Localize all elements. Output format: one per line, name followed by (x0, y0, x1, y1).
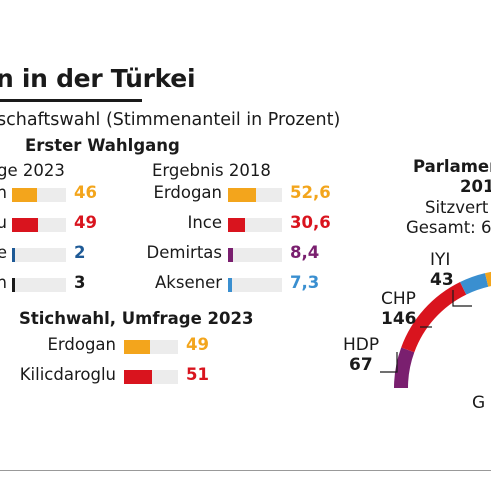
seat-label-iyi: IYI (430, 250, 451, 270)
bar-label: n (0, 183, 7, 202)
bar-value-label: 49 (186, 335, 209, 354)
bar-label: Erdogan (153, 183, 222, 202)
bar-value-label: 49 (74, 213, 97, 232)
bar-track (124, 370, 178, 384)
bar (228, 278, 232, 292)
bar-label: Kilicdaroglu (19, 365, 116, 384)
seat-segment-hdp (394, 347, 415, 388)
bar-value-label: 7,3 (290, 273, 320, 292)
bar-value-label: 2 (74, 243, 86, 262)
chart-title: n in der Türkei (0, 64, 196, 93)
total-seats-label: Gesamt: 6 (406, 218, 491, 237)
bar-track (228, 188, 282, 202)
seat-count-hdp: 67 (349, 355, 373, 375)
bar (228, 248, 233, 262)
bar-value-label: 3 (74, 273, 86, 292)
seat-count-chp: 146 (381, 309, 417, 329)
bar-track (124, 340, 178, 354)
bottom-divider (0, 470, 491, 471)
bar-value-label: 51 (186, 365, 209, 384)
seat-label-g: G (472, 393, 486, 413)
bar (12, 248, 15, 262)
bar-track (12, 188, 66, 202)
bar-value-label: 30,6 (290, 213, 331, 232)
bar (228, 218, 245, 232)
first-round-heading: Erster Wahlgang (25, 136, 180, 155)
bar-label: Demirtas (146, 243, 222, 262)
bar-value-label: 46 (74, 183, 97, 202)
bar-label: n (0, 273, 7, 292)
bar-track (228, 278, 282, 292)
bar-track (12, 278, 66, 292)
bar (12, 188, 37, 202)
poll-2023-heading: ge 2023 (0, 161, 65, 180)
bar-value-label: 52,6 (290, 183, 331, 202)
bar-label: Ince (187, 213, 222, 232)
bar (124, 370, 152, 384)
bar-value-label: 8,4 (290, 243, 320, 262)
leader-line (452, 290, 472, 307)
runoff-heading: Stichwahl, Umfrage 2023 (19, 309, 254, 328)
seat-segment-rest (485, 271, 491, 287)
bar-track (228, 218, 282, 232)
seat-label-hdp: HDP (343, 335, 380, 355)
bar-label: e (0, 243, 7, 262)
seat-segment-iyi (460, 273, 489, 295)
title-underline (0, 99, 142, 102)
chart-subtitle: schaftswahl (Stimmenanteil in Prozent) (0, 110, 341, 130)
bar (12, 218, 39, 232)
bar-track (12, 248, 66, 262)
seat-distribution-label: Sitzvert (425, 198, 489, 217)
seat-segment-chp (401, 282, 467, 353)
bar-label: u (0, 213, 7, 232)
bar-track (228, 248, 282, 262)
seat-count-iyi: 43 (430, 270, 454, 290)
leader-line (380, 352, 398, 373)
bar (228, 188, 257, 202)
bar-label: Erdogan (47, 335, 116, 354)
bar (12, 278, 15, 292)
result-2018-heading: Ergebnis 2018 (152, 161, 271, 180)
parliament-year: 201 (460, 177, 491, 196)
bar-track (12, 218, 66, 232)
parliament-heading: Parlamen (413, 157, 491, 176)
bar-label: Aksener (155, 273, 222, 292)
bar (124, 340, 151, 354)
seat-label-chp: CHP (381, 289, 416, 309)
